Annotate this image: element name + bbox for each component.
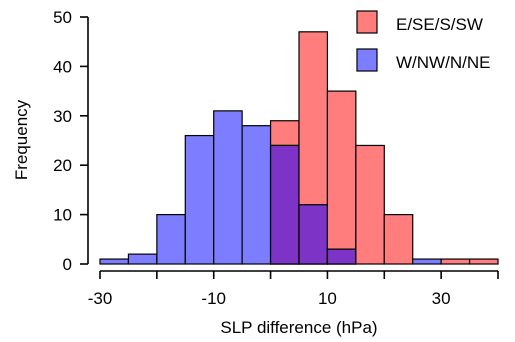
bar-w-nw-n-ne-bin-1 [127, 253, 158, 265]
legend: E/SE/S/SW W/NW/N/NE [356, 10, 490, 72]
bar-e-se-s-sw-bin-10 [383, 214, 414, 265]
x-tick-label--30: -30 [88, 289, 113, 308]
y-tick-label-50: 50 [53, 8, 72, 27]
x-tick-label-10: 10 [318, 289, 337, 308]
x-tick-label-30: 30 [432, 289, 451, 308]
bar-w-nw-n-ne-bin-2 [156, 214, 186, 265]
x-axis: -30 -10 10 30 [88, 270, 499, 308]
x-ticks: -30 -10 10 30 [88, 271, 499, 308]
bar-w-nw-n-ne-bin-3 [184, 134, 215, 265]
bar-w-nw-n-ne-bin-5 [241, 125, 272, 265]
y-tick-label-30: 30 [53, 107, 72, 126]
y-ticks: 0 10 20 30 40 50 [53, 8, 88, 274]
bar-overlap-bin-7 [298, 204, 329, 265]
bar-w-nw-n-ne-bin-0 [99, 258, 130, 265]
legend-label-e-se-s-sw: E/SE/S/SW [396, 15, 483, 34]
legend-label-w-nw-n-ne: W/NW/N/NE [396, 53, 490, 72]
bars-layer [99, 31, 499, 265]
x-axis-title: SLP difference (hPa) [220, 318, 377, 337]
bar-e-se-s-sw-bin-9 [355, 144, 385, 265]
y-tick-label-0: 0 [63, 255, 72, 274]
y-axis: 0 10 20 30 40 50 [53, 8, 89, 274]
legend-swatch-e-se-s-sw [356, 10, 378, 34]
y-axis-title: Frequency [12, 99, 31, 180]
bar-e-se-s-sw-bin-8 [326, 90, 357, 265]
y-tick-label-10: 10 [53, 206, 72, 225]
bar-w-nw-n-ne-bin-4 [213, 110, 243, 265]
bar-e-se-s-sw-bin-13 [468, 258, 499, 265]
bar-w-nw-n-ne-bin-11 [412, 258, 442, 265]
bar-e-se-s-sw-bin-12 [440, 258, 471, 265]
x-tick-label--10: -10 [201, 289, 226, 308]
bar-overlap-bin-8 [326, 248, 357, 265]
y-tick-label-20: 20 [53, 156, 72, 175]
y-tick-label-40: 40 [53, 57, 72, 76]
legend-swatch-w-nw-n-ne [356, 48, 378, 72]
bar-overlap-bin-6 [269, 144, 300, 265]
